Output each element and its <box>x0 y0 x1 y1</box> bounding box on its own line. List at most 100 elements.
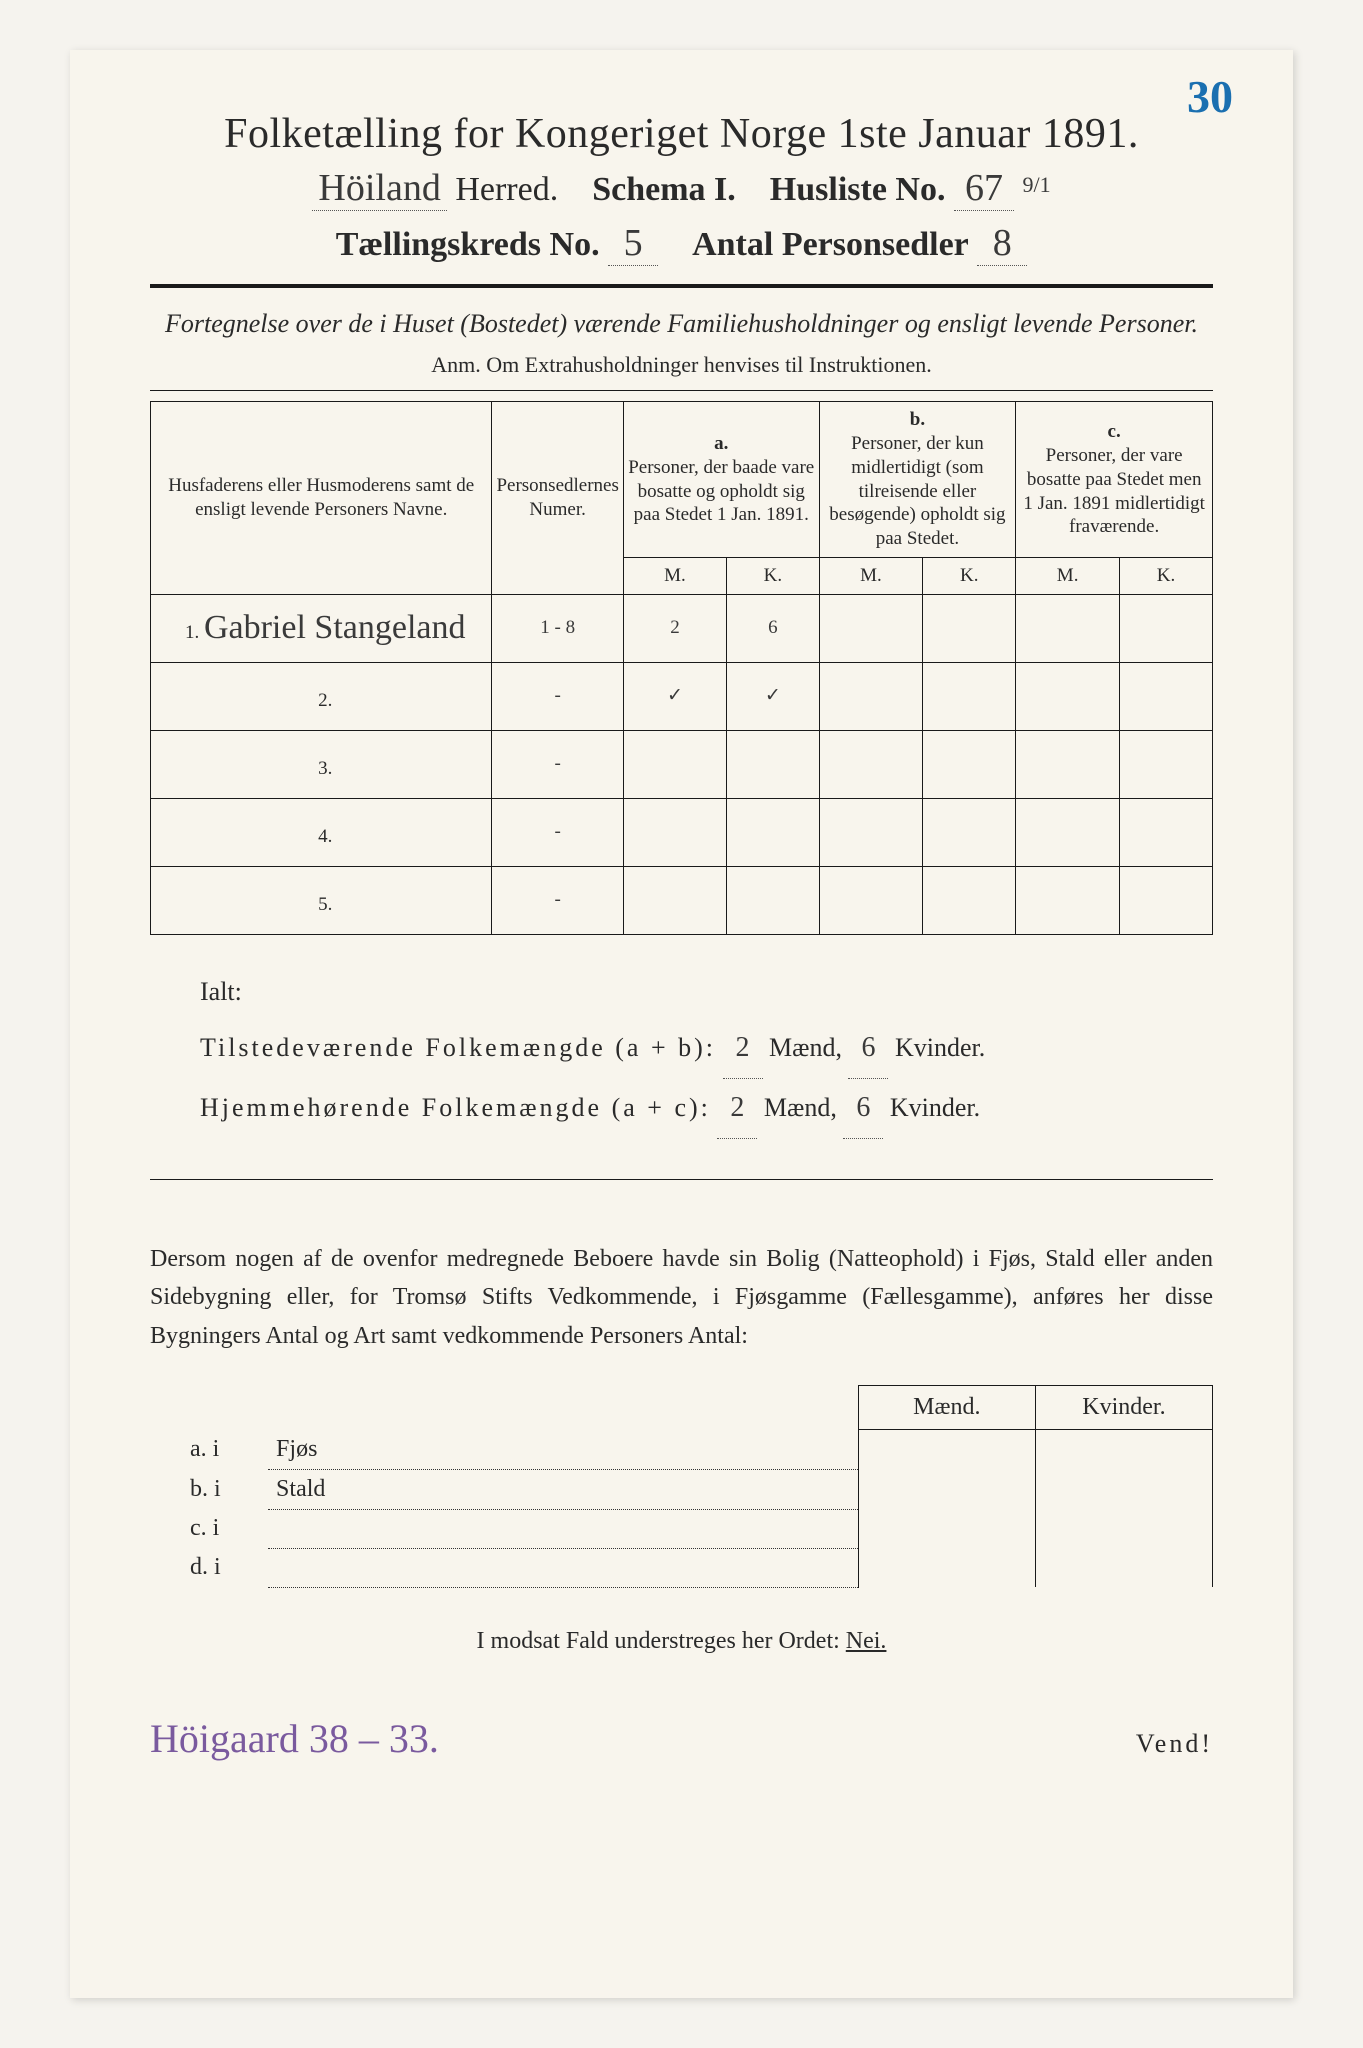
divider <box>150 284 1213 288</box>
cell-cm <box>1016 594 1120 662</box>
building-table: Mænd. Kvinder. a. iFjøsb. iStaldc. id. i <box>150 1385 1213 1588</box>
ialt-label: Ialt: <box>200 965 1213 1020</box>
cell-am <box>623 866 726 934</box>
col-header-a: a. Personer, der baade vare bosatte og o… <box>623 402 819 558</box>
col-a-k: K. <box>727 557 820 594</box>
sub-row-label: b. i <box>150 1469 268 1509</box>
sub-row-type <box>268 1548 858 1587</box>
sub-row-k <box>1035 1548 1212 1587</box>
sub-row-label: d. i <box>150 1548 268 1587</box>
sub-maend-header: Mænd. <box>858 1386 1035 1430</box>
tilstede-label: Tilstedeværende Folkemængde (a + b): <box>200 1033 716 1062</box>
herred-label: Herred. <box>455 171 558 208</box>
col-header-b: b. Personer, der kun midlertidigt (som t… <box>819 402 1016 558</box>
cell-am <box>623 730 726 798</box>
hjemme-m: 2 <box>717 1079 757 1139</box>
personsedler-label: Antal Personsedler <box>692 226 969 263</box>
cell-bm <box>819 798 923 866</box>
cell-ck <box>1119 798 1212 866</box>
divider <box>150 1179 1213 1180</box>
husliste-annot: 9/1 <box>1022 172 1050 197</box>
cell-am <box>623 798 726 866</box>
footer-handwritten: Höigaard 38 – 33. <box>150 1715 439 1762</box>
sub-table-row: a. iFjøs <box>150 1430 1213 1470</box>
sub-row-m <box>858 1430 1035 1470</box>
sub-row-type: Stald <box>268 1469 858 1509</box>
cell-num: - <box>492 730 623 798</box>
table-row: 4. - <box>151 798 1213 866</box>
kvinder-label: Kvinder. <box>890 1093 980 1122</box>
sub-row-type <box>268 1509 858 1548</box>
nei-line: I modsat Fald understreges her Ordet: Ne… <box>150 1628 1213 1655</box>
divider <box>150 390 1213 391</box>
cell-ak: ✓ <box>727 662 820 730</box>
cell-cm <box>1016 798 1120 866</box>
col-a-text: Personer, der baade vare bosatte og opho… <box>628 457 814 526</box>
sub-row-m <box>858 1469 1035 1509</box>
page-number-annotation: 30 <box>1187 70 1233 123</box>
nei-word: Nei. <box>846 1628 887 1654</box>
cell-num: - <box>492 662 623 730</box>
sub-row-label: a. i <box>150 1430 268 1470</box>
form-title: Folketælling for Kongeriget Norge 1ste J… <box>150 110 1213 158</box>
cell-ck <box>1119 730 1212 798</box>
col-b-text: Personer, der kun midlertidigt (som tilr… <box>829 433 1005 549</box>
row-number: 3. <box>151 730 492 798</box>
sub-row-k <box>1035 1469 1212 1509</box>
cell-ak <box>727 730 820 798</box>
husliste-value: 67 <box>954 166 1014 211</box>
kreds-value: 5 <box>608 221 658 266</box>
tilstede-k: 6 <box>848 1019 888 1079</box>
kreds-label: Tællingskreds No. <box>336 226 600 263</box>
sub-row-m <box>858 1548 1035 1587</box>
maend-label: Mænd, <box>769 1033 842 1062</box>
cell-cm <box>1016 866 1120 934</box>
herred-value: Höiland <box>312 166 446 211</box>
cell-am: 2 <box>623 594 726 662</box>
tilstede-m: 2 <box>723 1019 763 1079</box>
maend-label: Mænd, <box>764 1093 837 1122</box>
cell-ak: 6 <box>727 594 820 662</box>
cell-cm <box>1016 730 1120 798</box>
header-line-1: Höiland Herred. Schema I. Husliste No. 6… <box>150 166 1213 211</box>
col-c-text: Personer, der vare bosatte paa Stedet me… <box>1023 445 1205 537</box>
sub-table-row: b. iStald <box>150 1469 1213 1509</box>
table-row: 2. -✓✓ <box>151 662 1213 730</box>
col-b-m: M. <box>819 557 923 594</box>
col-header-c: c. Personer, der vare bosatte paa Stedet… <box>1016 402 1213 558</box>
personsedler-value: 8 <box>977 221 1027 266</box>
cell-num: 1 - 8 <box>492 594 623 662</box>
col-a-letter: a. <box>714 433 728 454</box>
row-number: 2. <box>151 662 492 730</box>
hjemme-label: Hjemmehørende Folkemængde (a + c): <box>200 1093 711 1122</box>
cell-am: ✓ <box>623 662 726 730</box>
nei-text: I modsat Fald understreges her Ordet: <box>477 1628 846 1654</box>
totals-section: Ialt: Tilstedeværende Folkemængde (a + b… <box>150 965 1213 1139</box>
cell-num: - <box>492 866 623 934</box>
cell-bm <box>819 594 923 662</box>
totals-line-2: Hjemmehørende Folkemængde (a + c): 2 Mæn… <box>200 1079 1213 1139</box>
row-number: 5. <box>151 866 492 934</box>
census-form-page: 30 Folketælling for Kongeriget Norge 1st… <box>70 50 1293 1998</box>
cell-cm <box>1016 662 1120 730</box>
sub-kvinder-header: Kvinder. <box>1035 1386 1212 1430</box>
cell-bm <box>819 662 923 730</box>
husliste-label: Husliste No. <box>770 171 946 208</box>
table-row: 5. - <box>151 866 1213 934</box>
col-b-letter: b. <box>910 409 925 430</box>
cell-bk <box>923 594 1016 662</box>
col-header-number: Personsedlernes Numer. <box>492 402 623 594</box>
sub-row-k <box>1035 1509 1212 1548</box>
totals-line-1: Tilstedeværende Folkemængde (a + b): 2 M… <box>200 1019 1213 1079</box>
cell-bk <box>923 730 1016 798</box>
sub-row-m <box>858 1509 1035 1548</box>
cell-bk <box>923 662 1016 730</box>
kvinder-label: Kvinder. <box>895 1033 985 1062</box>
table-row: 3. - <box>151 730 1213 798</box>
header-line-2: Tællingskreds No. 5 Antal Personsedler 8 <box>150 221 1213 266</box>
cell-bm <box>819 730 923 798</box>
col-header-name: Husfaderens eller Husmoderens samt de en… <box>151 402 492 594</box>
col-c-m: M. <box>1016 557 1120 594</box>
col-b-k: K. <box>923 557 1016 594</box>
cell-ak <box>727 866 820 934</box>
